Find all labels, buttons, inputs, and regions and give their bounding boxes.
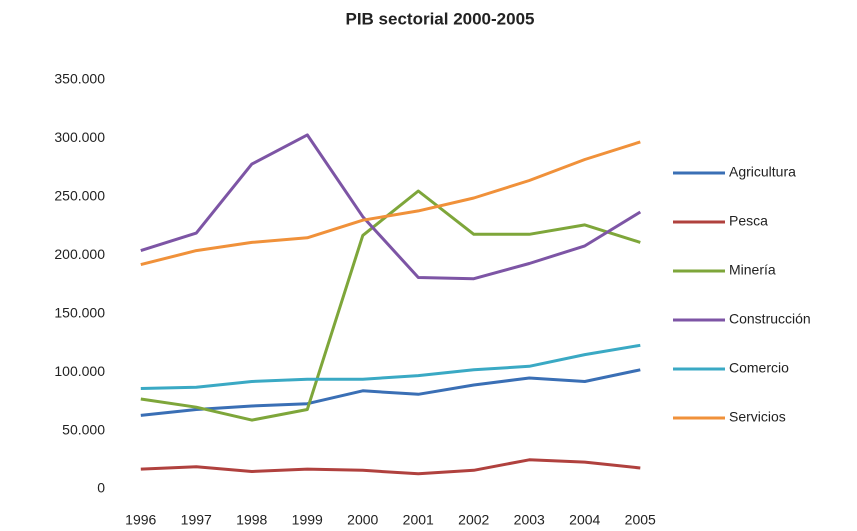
x-tick-label: 2000: [347, 512, 378, 528]
x-tick-label: 2001: [403, 512, 434, 528]
x-tick-label: 1996: [125, 512, 156, 528]
series-line: [140, 189, 641, 422]
x-tick-label: 1998: [236, 512, 267, 528]
y-tick-label: 0: [97, 480, 105, 496]
series-line: [140, 368, 641, 417]
y-tick-label: 200.000: [54, 246, 105, 262]
x-tick-label: 1997: [181, 512, 212, 528]
y-tick-label: 300.000: [54, 129, 105, 145]
x-tick-label: 2004: [569, 512, 600, 528]
legend-label: Servicios: [729, 409, 786, 425]
chart-title: PIB sectorial 2000-2005: [345, 9, 534, 28]
legend-label: Construcción: [729, 311, 811, 327]
legend-label: Pesca: [729, 213, 768, 229]
legend-label: Agricultura: [729, 164, 796, 180]
x-tick-label: 2005: [625, 512, 656, 528]
legend-label: Minería: [729, 262, 776, 278]
y-tick-label: 350.000: [54, 71, 105, 87]
y-tick-label: 50.000: [62, 421, 105, 437]
y-tick-label: 100.000: [54, 363, 105, 379]
legend-label: Comercio: [729, 360, 789, 376]
series-line: [140, 458, 641, 476]
x-tick-label: 2003: [514, 512, 545, 528]
x-tick-label: 1999: [292, 512, 323, 528]
series-line: [140, 343, 641, 390]
y-tick-label: 250.000: [54, 188, 105, 204]
x-tick-label: 2002: [458, 512, 489, 528]
series-line: [140, 140, 641, 267]
series-line: [140, 133, 642, 281]
y-tick-label: 150.000: [54, 304, 105, 320]
